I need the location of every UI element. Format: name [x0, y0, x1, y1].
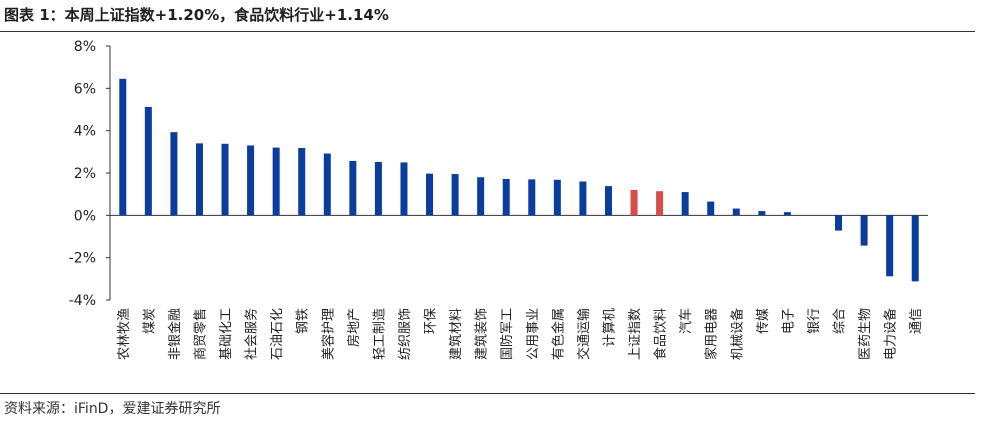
category-label: 房地产	[346, 308, 362, 347]
y-tick-label: 0%	[74, 208, 96, 224]
category-label: 传媒	[756, 308, 771, 334]
chart-title: 图表 1：本周上证指数+1.20%，食品饮料行业+1.14%	[4, 6, 389, 24]
bar-计算机	[604, 186, 612, 216]
bottom-rule	[0, 393, 975, 394]
bar-农林牧渔	[119, 78, 127, 216]
y-tick-label: 6%	[74, 81, 96, 97]
bar-交通运输	[579, 181, 587, 216]
category-label: 非银金融	[167, 308, 183, 360]
bar-钢铁	[298, 148, 306, 216]
category-label: 电子	[781, 308, 796, 334]
category-label: 综合	[833, 308, 848, 334]
bar-建筑装饰	[477, 177, 485, 216]
category-label: 上证指数	[628, 308, 643, 360]
bar-社会服务	[247, 145, 255, 216]
bar-电子	[783, 212, 791, 216]
bar-纺织服饰	[400, 162, 408, 216]
category-label: 商贸零售	[192, 308, 208, 360]
category-label: 农林牧渔	[117, 308, 132, 360]
bar-商贸零售	[195, 143, 203, 216]
category-label: 机械设备	[729, 308, 745, 360]
category-label: 交通运输	[576, 308, 592, 360]
category-label: 环保	[424, 308, 439, 334]
category-label: 社会服务	[244, 308, 260, 360]
category-label: 医药生物	[858, 308, 873, 360]
bar-房地产	[349, 160, 357, 216]
category-label: 通信	[909, 308, 924, 334]
bar-美容护理	[323, 153, 331, 216]
category-label: 建筑材料	[448, 308, 464, 360]
category-label: 汽车	[678, 308, 694, 334]
bar-有色金属	[553, 179, 561, 216]
bar-非银金融	[170, 132, 178, 216]
category-label: 食品饮料	[653, 308, 669, 360]
category-label: 钢铁	[296, 308, 311, 334]
category-label: 建筑装饰	[474, 308, 490, 360]
y-tick-label: -2%	[69, 251, 96, 267]
category-label: 基础化工	[219, 308, 234, 360]
category-label: 纺织服饰	[398, 308, 413, 360]
bar-医药生物	[860, 215, 868, 246]
y-tick-label: 8%	[74, 39, 96, 55]
y-tick-label: -4%	[69, 293, 96, 309]
category-label: 轻工制造	[372, 308, 387, 360]
y-tick-label: 2%	[74, 166, 96, 182]
category-label: 国防军工	[499, 308, 515, 360]
category-label: 家用电器	[704, 308, 720, 360]
category-label: 银行	[807, 308, 822, 334]
category-label: 公用事业	[526, 308, 541, 360]
bar-机械设备	[732, 208, 740, 216]
bar-传媒	[758, 211, 766, 216]
category-label: 石油石化	[270, 308, 285, 360]
bar-国防军工	[502, 178, 510, 216]
bar-通信	[911, 215, 919, 282]
bar-食品饮料	[656, 191, 664, 216]
bar-石油石化	[272, 147, 280, 216]
top-rule	[0, 31, 975, 32]
bar-环保	[426, 173, 434, 216]
bar-汽车	[681, 192, 689, 216]
bar-电力设备	[886, 215, 894, 277]
y-tick-label: 4%	[74, 124, 96, 140]
category-label: 煤炭	[142, 308, 157, 334]
bar-建筑材料	[451, 174, 459, 216]
category-label: 计算机	[602, 308, 617, 347]
bar-家用电器	[707, 201, 715, 216]
bar-轻工制造	[374, 161, 382, 216]
bar-基础化工	[221, 143, 229, 216]
bar-综合	[835, 215, 843, 231]
bar-煤炭	[144, 106, 152, 216]
category-label: 有色金属	[550, 308, 566, 360]
bar-公用事业	[528, 179, 536, 216]
source-note: 资料来源：iFinD，爱建证券研究所	[4, 401, 221, 417]
bar-上证指数	[630, 189, 638, 216]
category-label: 美容护理	[320, 308, 336, 360]
category-label: 电力设备	[883, 308, 899, 360]
